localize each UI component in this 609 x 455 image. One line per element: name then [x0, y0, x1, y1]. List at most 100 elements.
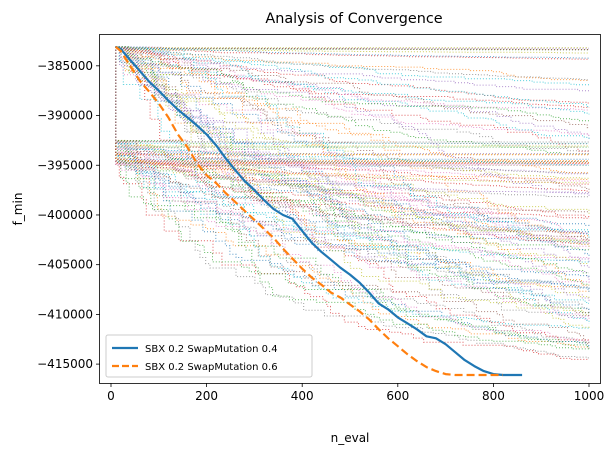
background-trajectory	[115, 46, 590, 345]
background-trajectory	[115, 46, 590, 286]
background-trajectory	[115, 46, 589, 219]
background-trajectory	[115, 46, 589, 136]
background-trajectory	[115, 46, 590, 349]
background-trajectory	[115, 46, 589, 174]
background-trajectory	[115, 46, 590, 186]
background-trajectory	[115, 46, 590, 318]
x-tick-label: 1000	[574, 389, 605, 403]
background-trajectory	[115, 46, 589, 129]
background-trajectory	[115, 46, 589, 360]
x-tick-label: 800	[482, 389, 505, 403]
background-trajectory	[115, 46, 589, 344]
background-trajectory	[115, 46, 590, 234]
legend: SBX 0.2 SwapMutation 0.4 SBX 0.2 SwapMuta…	[105, 334, 313, 378]
background-trajectory	[115, 46, 590, 140]
background-trajectory	[115, 46, 590, 290]
series-line-2	[115, 46, 503, 377]
series-layer	[115, 45, 523, 377]
background-trajectory	[115, 46, 590, 330]
background-trajectory	[115, 46, 590, 244]
y-tick-label: −415000	[37, 357, 93, 371]
background-trajectory	[115, 46, 589, 242]
legend-label-1: SBX 0.2 SwapMutation 0.4	[145, 344, 278, 355]
y-axis-label: f_min	[11, 193, 25, 226]
x-tick-label: 0	[107, 389, 115, 403]
background-trajectory	[115, 46, 590, 111]
background-trajectory	[115, 46, 589, 122]
background-trajectory	[115, 46, 589, 163]
background-trajectory	[115, 46, 590, 234]
background-trajectory	[115, 46, 590, 193]
y-tick-label: −410000	[37, 307, 93, 321]
x-tick-label: 200	[195, 389, 218, 403]
legend-box	[105, 334, 313, 378]
x-axis-ticks: 0 200 400 600 800 1000	[107, 383, 604, 403]
background-trajectory	[115, 46, 589, 155]
y-tick-label: −385000	[37, 59, 93, 73]
series-line-1	[115, 45, 523, 377]
background-trajectories	[115, 46, 590, 360]
background-trajectory	[115, 46, 590, 242]
background-trajectory	[115, 46, 590, 239]
y-tick-label: −400000	[37, 208, 93, 222]
background-trajectory	[115, 46, 590, 246]
background-trajectory	[115, 46, 590, 180]
background-trajectory	[115, 46, 590, 59]
background-trajectory	[115, 46, 590, 291]
background-trajectory	[115, 46, 589, 194]
y-tick-label: −405000	[37, 258, 93, 272]
background-trajectory	[115, 46, 589, 304]
background-trajectory	[115, 46, 590, 228]
background-trajectory	[115, 46, 589, 143]
y-tick-label: −390000	[37, 109, 93, 123]
background-trajectory	[115, 46, 589, 51]
background-trajectory	[115, 46, 590, 329]
background-trajectory	[115, 46, 589, 108]
background-trajectory	[115, 46, 590, 215]
background-trajectory	[115, 46, 590, 263]
background-trajectory	[115, 46, 590, 238]
background-trajectory	[115, 46, 589, 321]
x-tick-label: 400	[291, 389, 314, 403]
background-trajectory	[115, 46, 590, 284]
background-trajectory	[115, 46, 589, 156]
legend-label-2: SBX 0.2 SwapMutation 0.6	[145, 362, 278, 373]
background-trajectory	[115, 46, 589, 152]
chart-title: Analysis of Convergence	[265, 11, 442, 27]
background-trajectory	[115, 46, 589, 310]
background-trajectory	[115, 46, 590, 248]
background-trajectory	[115, 46, 589, 160]
background-trajectory	[115, 46, 589, 316]
background-trajectory	[115, 46, 589, 174]
background-trajectory	[115, 46, 590, 184]
background-trajectory	[115, 46, 589, 86]
background-trajectory	[115, 46, 590, 139]
background-trajectory	[115, 46, 589, 286]
background-trajectory	[115, 46, 590, 197]
plot-area-frame	[99, 34, 601, 384]
background-trajectory	[115, 46, 590, 303]
background-trajectory	[115, 46, 590, 250]
y-tick-label: −395000	[37, 158, 93, 172]
background-trajectory	[115, 46, 590, 344]
background-trajectory	[115, 46, 589, 166]
background-trajectory	[115, 46, 589, 164]
x-tick-label: 600	[386, 389, 409, 403]
y-axis-ticks: −385000 −390000 −395000 −400000 −405000 −4100…	[37, 59, 100, 371]
x-axis-label: n_eval	[331, 431, 370, 445]
background-trajectory	[115, 46, 590, 278]
background-trajectory	[115, 46, 589, 182]
background-trajectory	[115, 46, 589, 274]
background-trajectory	[115, 46, 589, 234]
background-trajectory	[115, 46, 590, 324]
background-trajectory	[115, 46, 589, 81]
background-trajectory	[115, 46, 589, 347]
background-trajectory	[115, 46, 589, 264]
background-trajectory	[115, 46, 590, 192]
background-trajectory	[115, 46, 590, 281]
background-trajectory	[115, 46, 589, 166]
background-trajectory	[115, 46, 590, 198]
background-trajectory	[115, 46, 589, 179]
background-trajectory	[115, 46, 589, 145]
